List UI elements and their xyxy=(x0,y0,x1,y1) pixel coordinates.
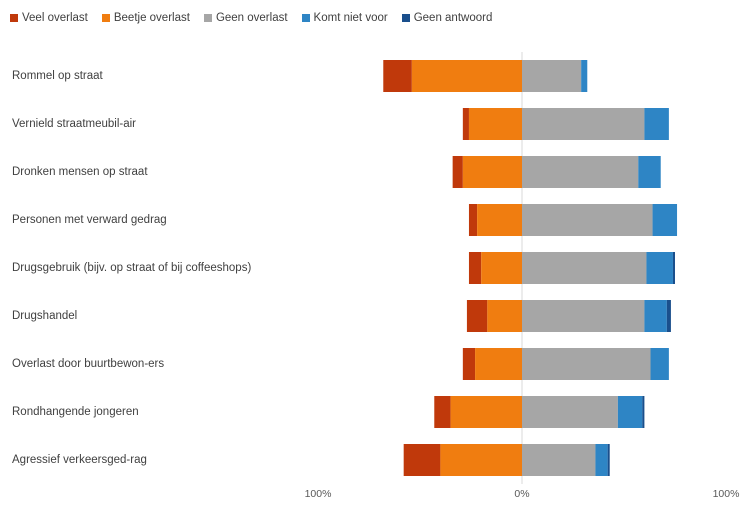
bar-segment-geen-antwoord xyxy=(607,444,610,476)
bar-segment-komt-niet-voor xyxy=(617,396,643,428)
category-label: Personen met verward gedrag xyxy=(12,214,167,226)
bar-segment-geen-overlast xyxy=(522,300,645,332)
bar-segment-veel-overlast xyxy=(403,444,441,476)
legend-swatch xyxy=(401,14,410,22)
bar-segment-geen-overlast xyxy=(522,252,647,284)
bar-segment-beetje-overlast xyxy=(481,252,522,284)
legend-item-komt-niet-voor: Komt niet voor xyxy=(301,12,388,24)
bar-segment-geen-antwoord xyxy=(642,396,645,428)
legend-label: Beetje overlast xyxy=(113,12,190,24)
category-label: Agressief verkeersged-rag xyxy=(12,454,147,466)
category-label: Dronken mensen op straat xyxy=(12,166,148,178)
legend-label: Geen overlast xyxy=(215,12,288,24)
legend-swatch xyxy=(203,14,212,22)
bar-segment-geen-overlast xyxy=(522,108,645,140)
bar-segment-veel-overlast xyxy=(462,348,476,380)
bar-segment-veel-overlast xyxy=(468,204,478,236)
bar-segment-geen-overlast xyxy=(522,156,639,188)
category-label: Drugshandel xyxy=(12,310,78,322)
bar-segment-veel-overlast xyxy=(466,300,488,332)
legend-swatch xyxy=(301,14,310,22)
legend-item-geen-overlast: Geen overlast xyxy=(203,12,288,24)
bar-segment-veel-overlast xyxy=(383,60,412,92)
bar-segment-beetje-overlast xyxy=(468,108,522,140)
x-tick-label: 100% xyxy=(712,488,740,500)
bar-segment-geen-overlast xyxy=(522,204,653,236)
bar-segment-geen-antwoord xyxy=(666,300,671,332)
bar-segment-geen-overlast xyxy=(522,60,582,92)
legend-item-beetje-overlast: Beetje overlast xyxy=(101,12,190,24)
bar-segment-geen-overlast xyxy=(522,396,618,428)
category-label: Rondhangende jongeren xyxy=(12,406,139,418)
bar-segment-beetje-overlast xyxy=(475,348,522,380)
bar-segment-geen-overlast xyxy=(522,444,596,476)
bar-segment-beetje-overlast xyxy=(477,204,522,236)
legend-item-veel-overlast: Veel overlast xyxy=(10,12,88,24)
legend-swatch xyxy=(10,14,18,22)
bar-segment-komt-niet-voor xyxy=(650,348,669,380)
legend-swatch xyxy=(101,14,110,22)
legend-label: Geen antwoord xyxy=(413,12,493,24)
bar-segment-beetje-overlast xyxy=(440,444,522,476)
bar-segment-komt-niet-voor xyxy=(638,156,661,188)
bar-segment-veel-overlast xyxy=(434,396,451,428)
bar-segment-beetje-overlast xyxy=(487,300,522,332)
legend-item-geen-antwoord: Geen antwoord xyxy=(401,12,493,24)
bar-segment-veel-overlast xyxy=(462,108,469,140)
category-label: Rommel op straat xyxy=(12,70,103,82)
bar-segment-komt-niet-voor xyxy=(652,204,678,236)
bar-segment-komt-niet-voor xyxy=(646,252,673,284)
bar-segment-komt-niet-voor xyxy=(644,300,667,332)
legend-label: Komt niet voor xyxy=(313,12,388,24)
legend-label: Veel overlast xyxy=(22,12,88,24)
bar-segment-veel-overlast xyxy=(452,156,463,188)
bar-segment-komt-niet-voor xyxy=(581,60,588,92)
bar-segment-komt-niet-voor xyxy=(644,108,669,140)
x-tick-label: 0% xyxy=(514,488,530,500)
bar-segment-komt-niet-voor xyxy=(595,444,608,476)
category-label: Vernield straatmeubil-air xyxy=(12,118,137,130)
bar-segment-beetje-overlast xyxy=(411,60,522,92)
x-tick-label: 100% xyxy=(304,488,332,500)
chart-legend: Veel overlast Beetje overlast Geen overl… xyxy=(10,8,492,28)
bar-segment-geen-overlast xyxy=(522,348,651,380)
category-label: Drugsgebruik (bijv. op straat of bij cof… xyxy=(12,262,252,274)
category-label: Overlast door buurtbewon-ers xyxy=(12,358,165,370)
bar-segment-beetje-overlast xyxy=(450,396,522,428)
bar-segment-beetje-overlast xyxy=(462,156,522,188)
bar-segment-veel-overlast xyxy=(468,252,482,284)
bar-segment-geen-antwoord xyxy=(672,252,675,284)
